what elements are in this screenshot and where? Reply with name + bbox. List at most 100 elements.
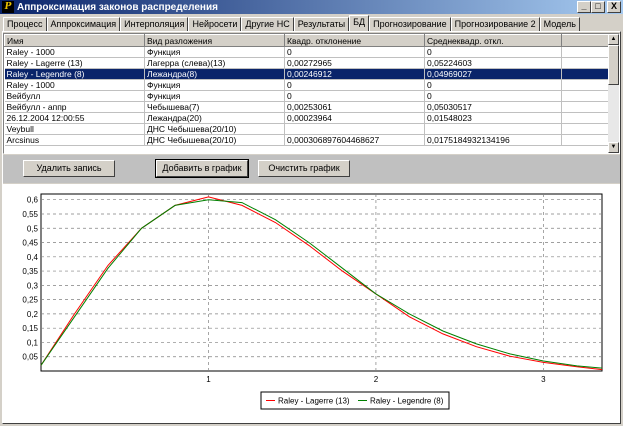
table-cell: Raley - Legendre (8) bbox=[4, 68, 145, 80]
table-cell: Veybull bbox=[4, 123, 145, 135]
tab-bar: Процесс Аппроксимация Интерполяция Нейросет… bbox=[3, 15, 580, 31]
tab-7[interactable]: Прогнозирование bbox=[369, 17, 451, 31]
y-tick-label: 0,45 bbox=[22, 239, 38, 248]
x-tick-label: 3 bbox=[541, 375, 546, 384]
table-cell: ДНС Чебышева(20/10) bbox=[144, 123, 285, 135]
y-tick-label: 0,55 bbox=[22, 210, 38, 219]
table-cell: 0 bbox=[424, 90, 562, 102]
tab-0[interactable]: Процесс bbox=[3, 17, 47, 31]
tab-6[interactable]: БД bbox=[349, 15, 370, 31]
table-cell: 26.12.2004 12:00:55 bbox=[4, 112, 145, 124]
table-cell-filler bbox=[561, 68, 610, 80]
scroll-down-icon[interactable]: ▼ bbox=[608, 142, 619, 153]
table-row[interactable]: Raley - 1000 Функция 0 0 bbox=[4, 79, 610, 91]
table-cell-filler bbox=[561, 101, 610, 113]
table-row[interactable]: Вейбулл - аппр Чебышева(7) 0,00253061 0,050… bbox=[4, 101, 610, 113]
table-cell: 0,000306897604468627 bbox=[284, 134, 425, 146]
y-tick-label: 0,4 bbox=[27, 253, 39, 262]
column-header[interactable]: Вид разложения bbox=[144, 34, 285, 47]
y-tick-label: 0,3 bbox=[27, 281, 39, 290]
maximize-button[interactable]: □ bbox=[591, 1, 605, 13]
column-header[interactable]: Имя bbox=[4, 34, 145, 47]
table-cell-filler bbox=[561, 57, 610, 69]
tab-3[interactable]: Нейросети bbox=[188, 17, 242, 31]
app-icon: P bbox=[2, 1, 14, 13]
table-cell: ДНС Чебышева(20/10) bbox=[144, 134, 285, 146]
table-cell: Вейбулл - аппр bbox=[4, 101, 145, 113]
column-header-filler bbox=[561, 34, 610, 47]
y-tick-label: 0,35 bbox=[22, 267, 38, 276]
table-cell-filler bbox=[561, 79, 610, 91]
table-cell: 0 bbox=[284, 79, 425, 91]
close-button[interactable]: X bbox=[607, 1, 621, 13]
y-tick-label: 0,25 bbox=[22, 296, 38, 305]
minimize-button[interactable]: _ bbox=[577, 1, 591, 13]
table-cell: Функция bbox=[144, 46, 285, 58]
legend-box bbox=[260, 391, 450, 410]
table-cell: Raley - 1000 bbox=[4, 79, 145, 91]
table-cell-filler bbox=[561, 46, 610, 58]
scroll-thumb[interactable] bbox=[608, 45, 619, 85]
table-cell: 0,04969027 bbox=[424, 68, 562, 80]
y-tick-label: 0,1 bbox=[27, 338, 39, 347]
x-tick-label: 2 bbox=[374, 375, 379, 384]
table-cell: 0,01548023 bbox=[424, 112, 562, 124]
table-row[interactable]: Вейбулл Функция 0 0 bbox=[4, 90, 610, 102]
delete-record-button[interactable]: Удалить запись bbox=[23, 160, 115, 177]
button-bar: Удалить запись Добавить в график Очистит… bbox=[3, 155, 620, 183]
grid-scrollbar[interactable]: ▲ ▼ bbox=[608, 34, 619, 153]
tab-panel bbox=[2, 31, 621, 424]
column-header[interactable]: Среднеквадр. откл. bbox=[424, 34, 562, 47]
series-line-1 bbox=[40, 199, 603, 369]
table-cell: Лежандра(8) bbox=[144, 68, 285, 80]
y-tick-label: 0,5 bbox=[27, 224, 39, 233]
table-cell: 0 bbox=[284, 46, 425, 58]
table-cell: 0,00023964 bbox=[284, 112, 425, 124]
table-row[interactable]: 26.12.2004 12:00:55 Лежандра(20) 0,0002396… bbox=[4, 112, 610, 124]
table-row[interactable]: Raley - 1000 Функция 0 0 bbox=[4, 46, 610, 58]
table-cell: Чебышева(7) bbox=[144, 101, 285, 113]
table-cell: 0 bbox=[424, 79, 562, 91]
table-row[interactable]: Raley - Lagerre (13) Лагерра (слева)(13) 0… bbox=[4, 57, 610, 69]
table-cell: 0,05030517 bbox=[424, 101, 562, 113]
records-grid[interactable]: Имя Вид разложения Квадр. отклонение Средне… bbox=[3, 33, 620, 154]
table-row[interactable]: Veybull ДНС Чебышева(20/10) bbox=[4, 123, 610, 135]
column-header[interactable]: Квадр. отклонение bbox=[284, 34, 425, 47]
table-cell: Лежандра(20) bbox=[144, 112, 285, 124]
tab-8[interactable]: Прогнозирование 2 bbox=[450, 17, 540, 31]
table-cell: Arcsinus bbox=[4, 134, 145, 146]
tab-2[interactable]: Интерполяция bbox=[120, 17, 189, 31]
table-cell: 0,05224603 bbox=[424, 57, 562, 69]
legend-entry: Raley - Legendre (8) bbox=[370, 397, 444, 406]
legend-entry: Raley - Lagerre (13) bbox=[278, 397, 350, 406]
table-cell: 0 bbox=[424, 46, 562, 58]
distribution-chart: 0,05 0,1 0,15 0,2 0,25 0,3 0,35 0,4 0,45 0,5 0,55 0… bbox=[22, 193, 603, 410]
y-tick-label: 0,2 bbox=[27, 310, 39, 319]
add-to-chart-button[interactable]: Добавить в график bbox=[155, 159, 249, 178]
table-cell: Функция bbox=[144, 90, 285, 102]
table-row[interactable]: Arcsinus ДНС Чебышева(20/10) 0,00030689760… bbox=[4, 134, 610, 146]
table-cell-filler bbox=[561, 134, 610, 146]
table-cell: 0,00253061 bbox=[284, 101, 425, 113]
table-cell: 0,0175184932134196 bbox=[424, 134, 562, 146]
tab-4[interactable]: Другие НС bbox=[241, 17, 294, 31]
plot-frame bbox=[40, 193, 603, 372]
tab-1[interactable]: Аппроксимация bbox=[46, 17, 121, 31]
table-cell-filler bbox=[561, 112, 610, 124]
table-cell bbox=[424, 123, 562, 135]
table-cell: Raley - 1000 bbox=[4, 46, 145, 58]
scroll-up-icon[interactable]: ▲ bbox=[608, 34, 619, 45]
table-cell: 0,00272965 bbox=[284, 57, 425, 69]
clear-chart-button[interactable]: Очистить график bbox=[258, 160, 350, 177]
table-row[interactable]: Raley - Legendre (8) Лежандра(8) 0,0024691… bbox=[4, 68, 610, 80]
y-tick-label: 0,6 bbox=[27, 196, 39, 205]
window-title: Аппроксимация законов распределения bbox=[17, 1, 218, 13]
chart-area: 0,05 0,1 0,15 0,2 0,25 0,3 0,35 0,4 0,45 0,5 0,55 0… bbox=[3, 184, 620, 423]
table-cell: Raley - Lagerre (13) bbox=[4, 57, 145, 69]
tab-9[interactable]: Модель bbox=[539, 17, 580, 31]
tab-5[interactable]: Результаты bbox=[293, 17, 350, 31]
x-tick-label: 1 bbox=[206, 375, 211, 384]
table-cell: Вейбулл bbox=[4, 90, 145, 102]
table-cell bbox=[284, 123, 425, 135]
title-bar: P Аппроксимация законов распределения _ … bbox=[0, 0, 623, 14]
